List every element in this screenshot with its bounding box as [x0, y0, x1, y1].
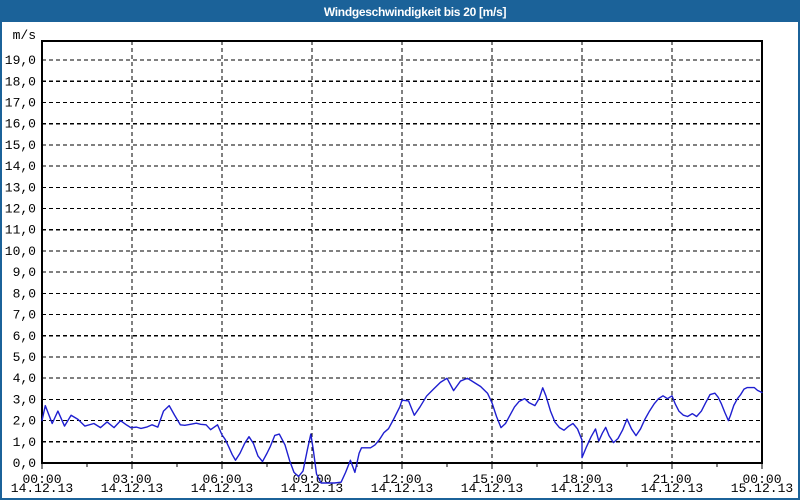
svg-text:6,0: 6,0 — [13, 329, 36, 344]
svg-text:14.12.13: 14.12.13 — [641, 481, 703, 496]
svg-text:17,0: 17,0 — [5, 95, 36, 110]
svg-text:15.12.13: 15.12.13 — [731, 481, 793, 496]
svg-text:2,0: 2,0 — [13, 414, 36, 429]
svg-text:12,0: 12,0 — [5, 202, 36, 217]
svg-text:10,0: 10,0 — [5, 244, 36, 259]
svg-text:14.12.13: 14.12.13 — [11, 481, 73, 496]
svg-text:13,0: 13,0 — [5, 180, 36, 195]
svg-text:14.12.13: 14.12.13 — [101, 481, 163, 496]
svg-text:15,0: 15,0 — [5, 138, 36, 153]
svg-text:3,0: 3,0 — [13, 392, 36, 407]
svg-text:8,0: 8,0 — [13, 286, 36, 301]
svg-text:18,0: 18,0 — [5, 74, 36, 89]
svg-text:9,0: 9,0 — [13, 265, 36, 280]
svg-text:m/s: m/s — [13, 28, 36, 43]
svg-text:19,0: 19,0 — [5, 53, 36, 68]
svg-text:5,0: 5,0 — [13, 350, 36, 365]
svg-text:14.12.13: 14.12.13 — [551, 481, 613, 496]
svg-text:14,0: 14,0 — [5, 159, 36, 174]
svg-text:1,0: 1,0 — [13, 435, 36, 450]
svg-text:4,0: 4,0 — [13, 371, 36, 386]
svg-text:14.12.13: 14.12.13 — [371, 481, 433, 496]
svg-text:11,0: 11,0 — [5, 223, 36, 238]
svg-text:0,0: 0,0 — [13, 456, 36, 471]
svg-text:14.12.13: 14.12.13 — [191, 481, 253, 496]
svg-text:16,0: 16,0 — [5, 117, 36, 132]
svg-text:7,0: 7,0 — [13, 308, 36, 323]
svg-text:14.12.13: 14.12.13 — [461, 481, 523, 496]
